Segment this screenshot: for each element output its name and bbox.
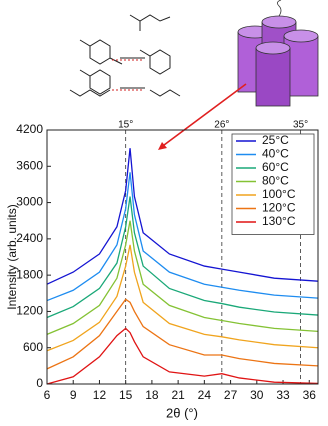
series-line (46, 327, 319, 385)
y-tick-label: 600 (23, 340, 43, 354)
series-line (46, 148, 319, 285)
y-tick-label: 1800 (16, 267, 43, 281)
cylinder-illustration (237, 0, 319, 107)
plot-frame (46, 129, 319, 385)
x-tick-label: 18 (145, 388, 159, 402)
x-tick-label: 21 (171, 388, 185, 402)
series-line (46, 220, 319, 336)
legend-label: 40°C (262, 147, 289, 161)
series-line (46, 298, 319, 370)
legend-label: 120°C (262, 201, 296, 215)
x-tick-label: 33 (276, 388, 290, 402)
arrow (159, 83, 247, 149)
y-tick-label: 0 (36, 376, 43, 390)
annotation-label: 15° (118, 120, 133, 131)
y-tick-label: 2400 (16, 231, 43, 245)
legend-label: 100°C (262, 187, 296, 201)
x-tick-label: 15 (119, 388, 133, 402)
y-tick-label: 1200 (16, 304, 43, 318)
legend-label: 80°C (262, 174, 289, 188)
x-axis-label: 2θ (°) (166, 405, 198, 420)
x-tick-label: 36 (303, 388, 317, 402)
annotation-label: 26° (214, 120, 229, 131)
annotation-label: 35° (293, 120, 308, 131)
x-tick-label: 9 (70, 388, 77, 402)
legend-label: 130°C (262, 214, 296, 228)
series-line (46, 244, 319, 352)
x-tick-label: 12 (93, 388, 107, 402)
y-axis-label: Intensity (arb. units) (5, 204, 19, 309)
x-tick-label: 27 (224, 388, 238, 402)
legend-label: 60°C (262, 160, 289, 174)
series-line (46, 172, 319, 302)
x-tick-label: 6 (44, 388, 51, 402)
arrow-head (158, 142, 167, 150)
legend-box (231, 133, 315, 235)
y-tick-label: 4200 (16, 122, 43, 136)
x-tick-label: 30 (250, 388, 264, 402)
y-tick-label: 3000 (16, 195, 43, 209)
series-line (46, 196, 319, 319)
x-tick-label: 24 (198, 388, 212, 402)
y-tick-label: 3600 (16, 158, 43, 172)
molecule-illustration (69, 14, 181, 97)
legend-label: 25°C (262, 133, 289, 147)
